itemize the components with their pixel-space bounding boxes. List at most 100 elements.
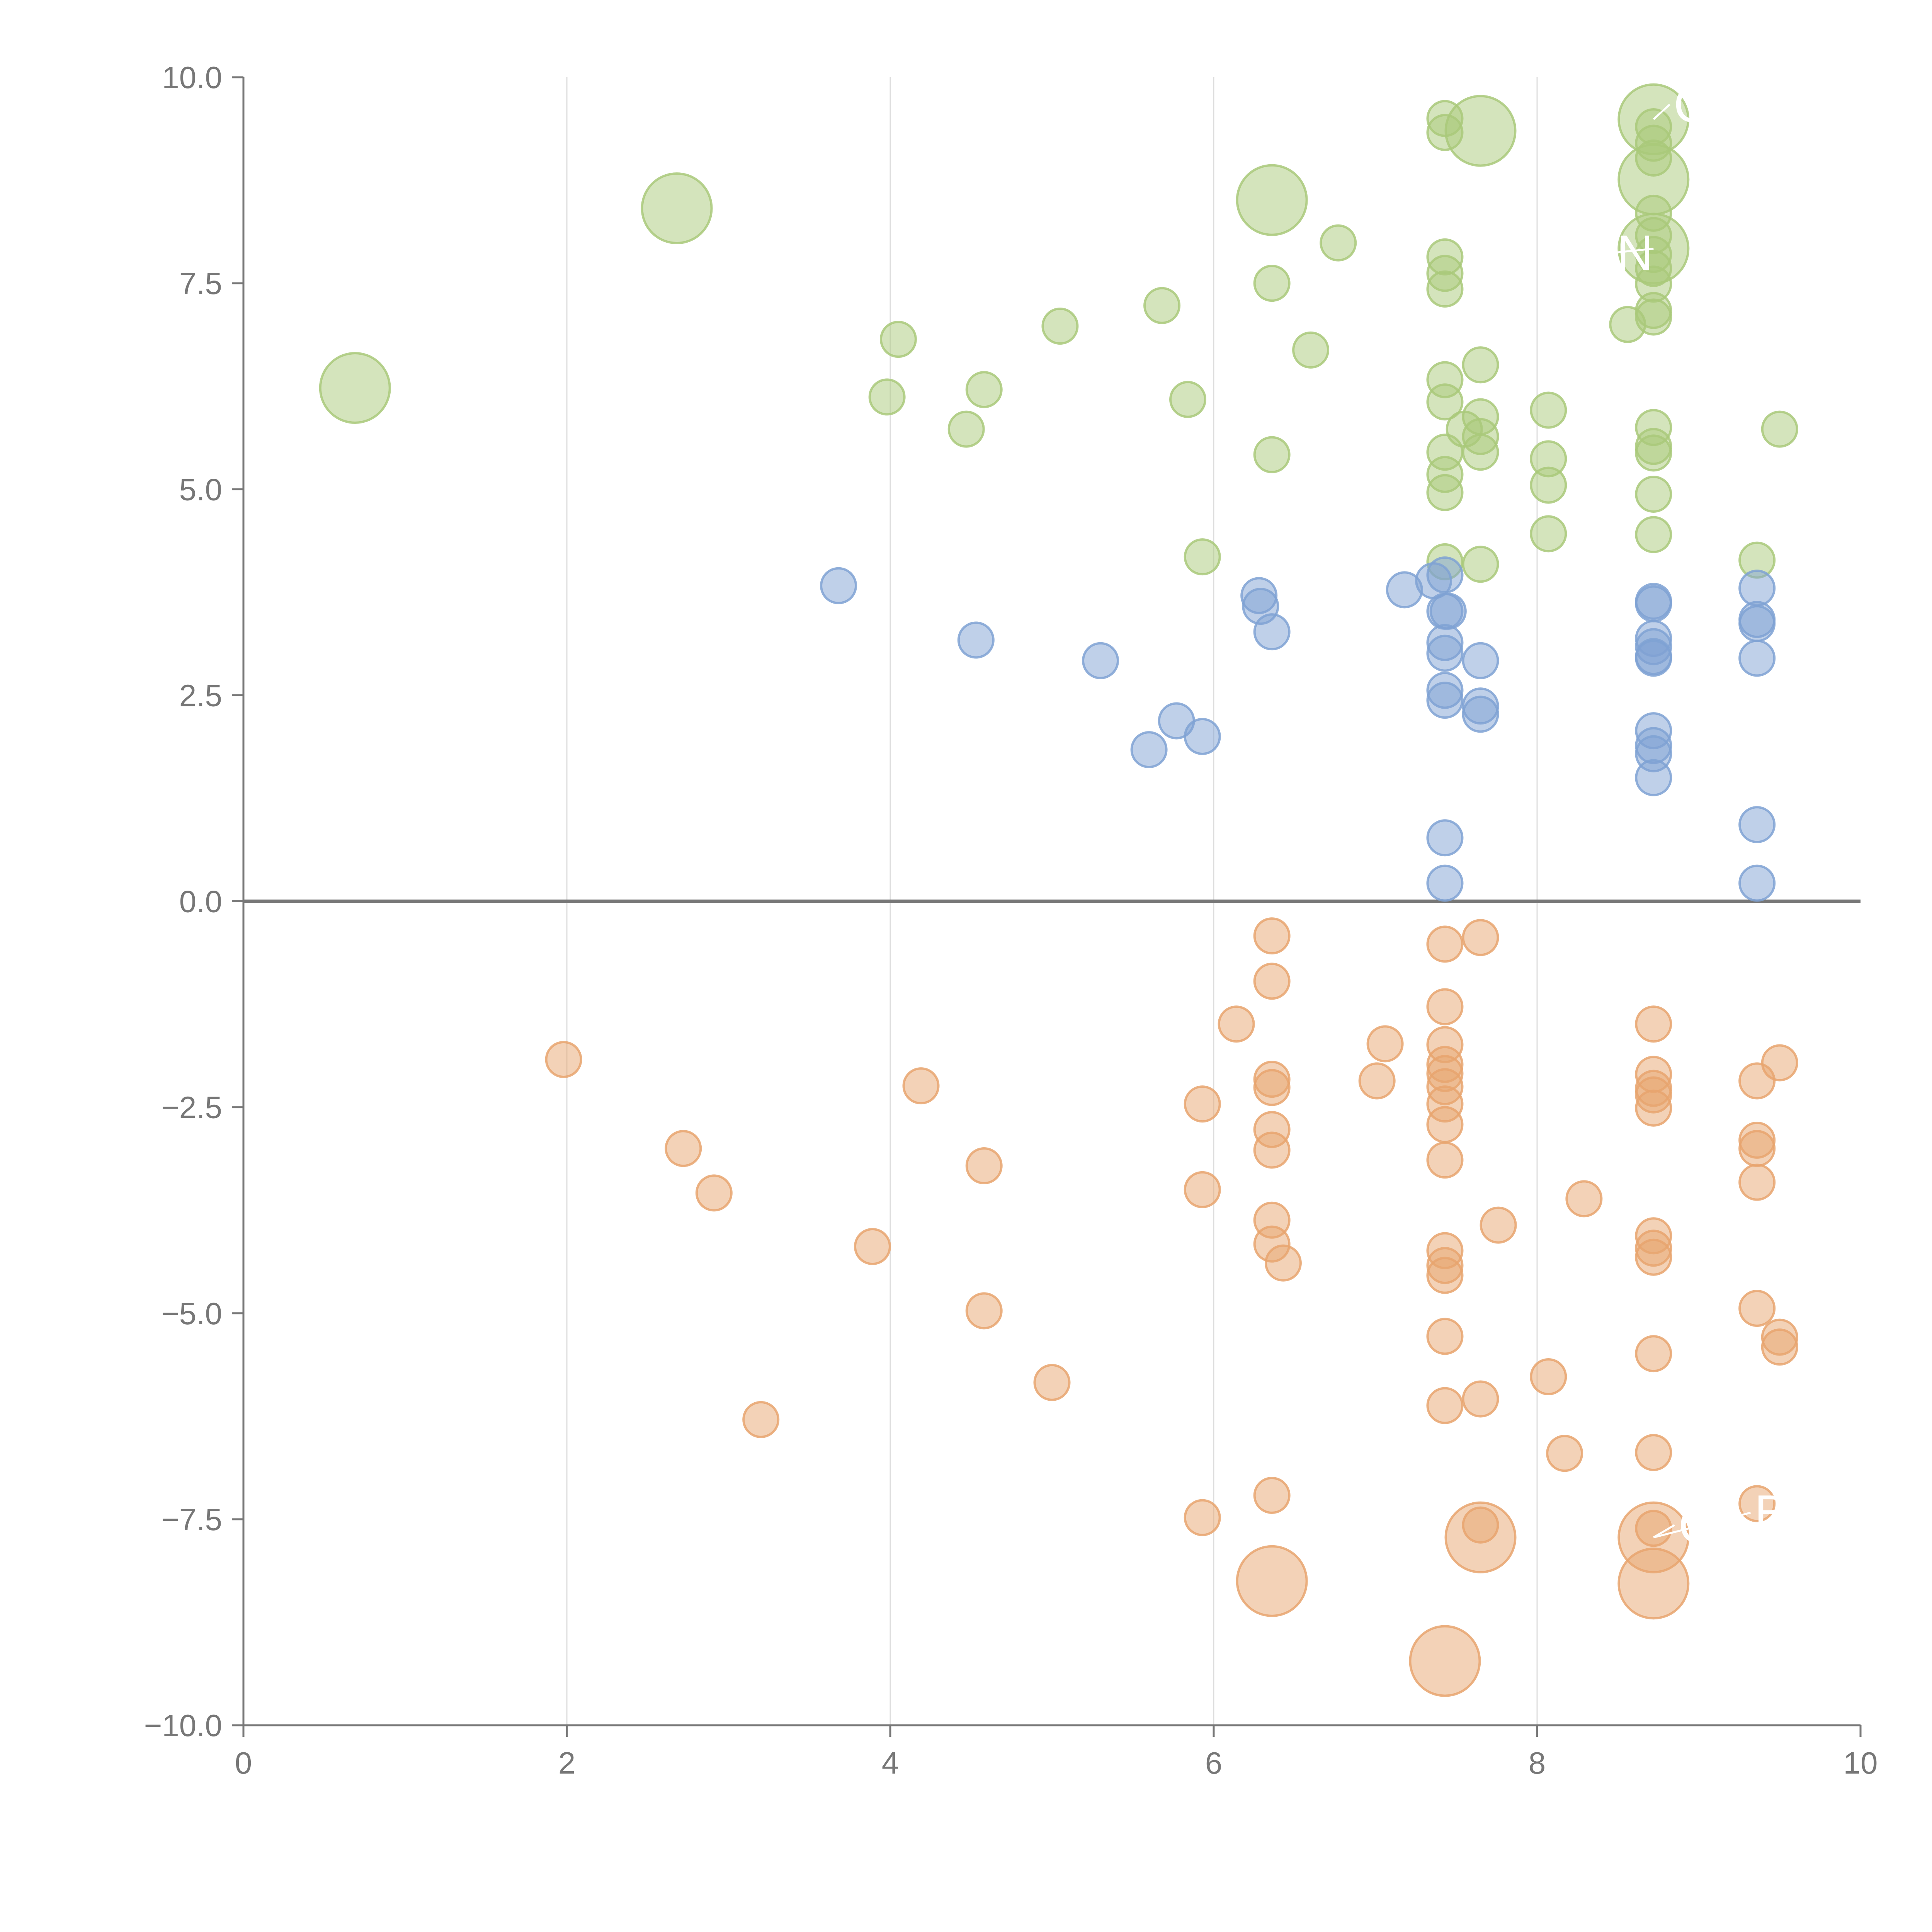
orange-bubble (1184, 1171, 1221, 1208)
orange-bubble (1761, 1328, 1798, 1366)
orange-bubble (1635, 1238, 1672, 1276)
orange-bubble (1530, 1358, 1567, 1395)
orange-bubble (1358, 1062, 1396, 1100)
blue-bubble (1462, 696, 1499, 733)
orange-bubble (1761, 1044, 1798, 1082)
orange-bubble (1253, 1477, 1291, 1514)
blue-bubble (1130, 731, 1168, 769)
green-bubble (1236, 164, 1308, 236)
green-bubble (1426, 114, 1464, 151)
orange-bubble (1236, 1545, 1308, 1617)
orange-bubble (1426, 1141, 1464, 1179)
orange-bubble (1462, 1506, 1499, 1544)
green-bubble (641, 172, 713, 245)
orange-bubble (965, 1147, 1003, 1185)
y-tick-label: 0.0 (179, 884, 222, 919)
x-tick-label: 2 (558, 1746, 576, 1780)
green-bubble (319, 352, 391, 424)
blue-bubble (1082, 642, 1119, 679)
annotation-leader-line (1653, 104, 1670, 120)
blue-bubble (1426, 819, 1464, 857)
blue-bubble (1738, 806, 1776, 844)
orange-bubble (665, 1130, 702, 1167)
orange-bubble (1184, 1085, 1221, 1123)
orange-bubble (1635, 1510, 1672, 1547)
orange-bubble (1617, 1548, 1690, 1620)
blue-bubble (1184, 718, 1221, 755)
blue-bubble (957, 621, 995, 659)
green-bubble (1462, 546, 1499, 583)
y-tick-label: 10.0 (162, 60, 222, 95)
blue-bubble (1635, 639, 1672, 677)
green-bubble (1635, 516, 1672, 553)
axis-layer: 0 2 4 6 8 10 −10.0 −7.5 −5.0 −2.5 0.0 2.5 5.0 7.5 10.0 (144, 60, 1878, 1780)
blue-bubble (1738, 570, 1776, 607)
annotation-label: N (1617, 224, 1653, 281)
orange-bubble (1184, 1499, 1221, 1536)
orange-bubble (1426, 1387, 1464, 1424)
orange-bubble (1253, 963, 1291, 1000)
x-tick-label: 10 (1844, 1746, 1878, 1780)
green-bubble (1426, 474, 1464, 511)
y-tick-label: −5.0 (161, 1296, 222, 1331)
annotation-label: B (1754, 1485, 1788, 1541)
orange-bubble (1409, 1625, 1481, 1697)
y-tick-label: 5.0 (179, 472, 222, 507)
green-bubble (1635, 139, 1672, 177)
blue-bubble (1426, 864, 1464, 902)
x-tick-label: 6 (1205, 1746, 1223, 1780)
green-bubble (1635, 298, 1672, 336)
green-bubble (1143, 287, 1181, 324)
orange-bubble (1635, 1005, 1672, 1043)
y-tick-label: −10.0 (144, 1708, 222, 1743)
annotation-label: C (1679, 1497, 1715, 1553)
annotation-leader-line (1653, 1524, 1675, 1538)
orange-bubble (1253, 917, 1291, 955)
orange-bubble (1253, 1069, 1291, 1106)
blue-bubble (1426, 556, 1464, 594)
green-bubble (1426, 383, 1464, 421)
green-bubble (1530, 391, 1567, 429)
orange-bubble (1426, 1318, 1464, 1355)
green-bubble (1169, 381, 1207, 418)
blue-bubble (1738, 639, 1776, 677)
x-tick-label: 8 (1529, 1746, 1546, 1780)
x-tick-label: 4 (882, 1746, 899, 1780)
orange-bubble (854, 1228, 891, 1265)
orange-bubble (1738, 1130, 1776, 1167)
orange-bubble (545, 1041, 582, 1078)
y-tick-label: −2.5 (161, 1090, 222, 1125)
orange-bubble (1218, 1005, 1255, 1043)
green-bubble (1184, 538, 1221, 576)
green-bubble (1635, 476, 1672, 513)
green-bubble (947, 410, 985, 448)
orange-bubble (1426, 925, 1464, 963)
orange-bubble (1462, 919, 1499, 956)
blue-bubble (1429, 592, 1467, 630)
green-bubble (1446, 410, 1483, 448)
orange-bubble (1480, 1206, 1517, 1244)
orange-bubble (1546, 1435, 1583, 1472)
blue-bubble (1426, 682, 1464, 719)
blue-bubble (820, 567, 857, 604)
orange-bubble (1565, 1180, 1603, 1218)
blue-bubble (1426, 634, 1464, 672)
orange-bubble (1426, 988, 1464, 1026)
blue-bubble (1738, 864, 1776, 902)
orange-bubble (1426, 1106, 1464, 1143)
y-tick-label: 7.5 (179, 266, 222, 301)
blue-bubble (1635, 585, 1672, 622)
green-bubble (1462, 346, 1499, 384)
green-bubble (965, 371, 1003, 408)
orange-bubble (1635, 1434, 1672, 1471)
green-bubble (1530, 466, 1567, 504)
orange-bubble (1264, 1244, 1302, 1282)
blue-bubble (1738, 605, 1776, 642)
annotation-leader-line (1653, 1512, 1751, 1539)
green-bubble (1041, 308, 1079, 345)
orange-bubble (1462, 1380, 1499, 1418)
green-bubble (1530, 515, 1567, 553)
x-tick-label: 0 (235, 1746, 252, 1780)
orange-bubble (1366, 1025, 1404, 1063)
